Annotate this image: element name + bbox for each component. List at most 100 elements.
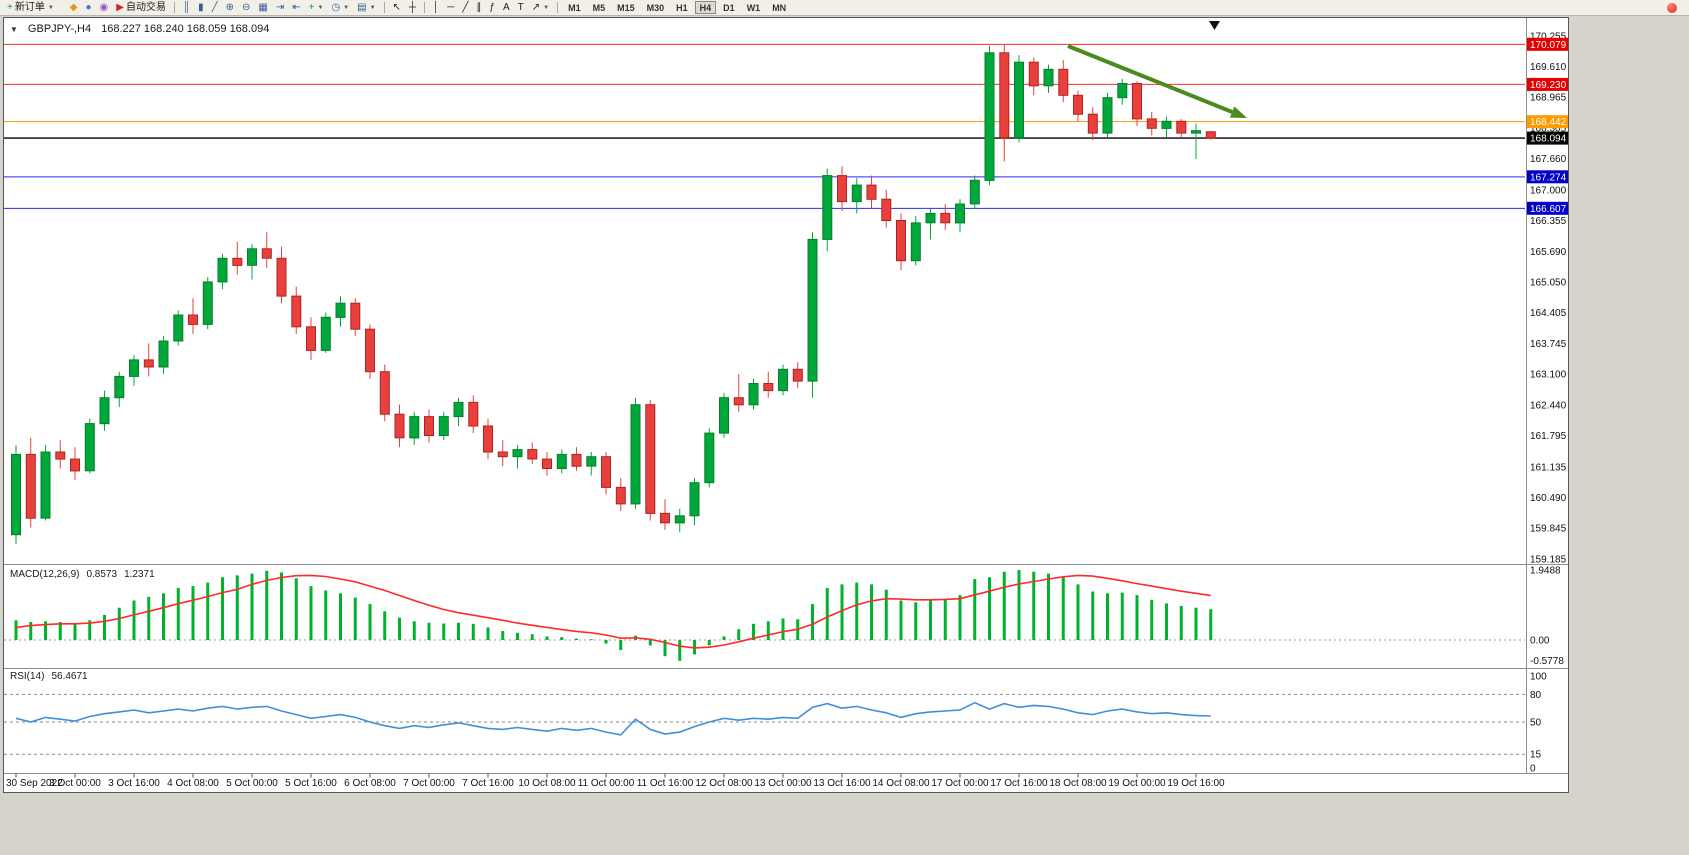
rsi-name: RSI(14) [10, 671, 45, 682]
alert-icon[interactable] [1667, 3, 1677, 13]
price-badge-label: 168.442 [1530, 117, 1567, 128]
signals-icon[interactable]: ◉ [96, 1, 113, 15]
chart-collapse-icon[interactable]: ▼ [10, 24, 18, 34]
arrows-tool-button[interactable]: ↗ ▼ [528, 1, 553, 15]
price-axis-label: 167.000 [1530, 185, 1567, 196]
zoom-out-icon[interactable]: ⊖ [238, 1, 254, 15]
new-order-button-label: 新订单 [14, 1, 45, 13]
timeframe-m15-button[interactable]: M15 [617, 3, 635, 13]
label-tool-icon-glyph: T [517, 1, 524, 13]
crosshair-tool-icon[interactable]: ┼ [405, 1, 420, 15]
chart-canvas[interactable]: 170.255 169.610 168.965 168.305 167.660 167.0… [4, 18, 1568, 792]
periods-button[interactable]: ◷ ▼ [327, 1, 353, 15]
price-axis-label: 170.255 [1530, 32, 1567, 43]
arrows-tool-button-glyph: ↗ [531, 1, 541, 13]
price-axis-label: 164.405 [1530, 308, 1567, 319]
candle-body [424, 416, 434, 437]
macd-name: MACD(12,26,9) [10, 569, 80, 580]
macd-axis-label: 1.9488 [1530, 566, 1561, 577]
line-chart-type-icon[interactable]: ╱ [208, 1, 222, 15]
label-tool-icon[interactable]: T [514, 1, 528, 15]
candle-body [365, 328, 375, 373]
candle-body [158, 340, 169, 368]
auto-scroll-icon[interactable]: ⇥ [272, 1, 288, 15]
candle-body [689, 482, 700, 517]
vertical-line-tool-icon[interactable]: │ [429, 1, 443, 15]
fibonacci-tool-icon-glyph: ƒ [489, 1, 495, 13]
candle-body [881, 198, 892, 221]
candle-body [202, 281, 213, 325]
new-order-button[interactable]: + 新订单 ▼ [3, 1, 58, 15]
candle-body [910, 222, 921, 262]
timeframe-w1-button[interactable]: W1 [746, 3, 761, 13]
candle-body [276, 257, 287, 297]
candle-body [1043, 68, 1054, 87]
candles-chart-type-icon[interactable]: ▮ [194, 1, 208, 15]
candle-body [719, 397, 729, 434]
templates-button[interactable]: ▤ ▼ [353, 1, 379, 15]
time-axis-label: 11 Oct 16:00 [637, 778, 694, 789]
signals-icon-glyph: ◉ [99, 1, 109, 13]
indicators-button[interactable]: + ▼ [305, 1, 328, 15]
time-axis-label: 12 Oct 08:00 [695, 778, 753, 789]
candle-body [25, 453, 36, 519]
community-icon[interactable]: ● [82, 1, 96, 15]
timeframe-h1-button[interactable]: H1 [676, 3, 688, 13]
toolbar-separator [424, 2, 426, 13]
trendline-tool-icon[interactable]: ╱ [458, 1, 472, 15]
timeframe-m30-button[interactable]: M30 [646, 3, 665, 13]
horizontal-line-tool-icon[interactable]: ─ [443, 1, 458, 15]
candle-body [866, 184, 877, 200]
mql5-market-icon[interactable]: ◆ [66, 1, 82, 15]
new-order-button-caret-icon: ▼ [47, 4, 54, 11]
trend-arrow-head [1229, 106, 1247, 118]
macd-signal-value: 1.2371 [124, 569, 155, 580]
down-arrow-marker [1209, 21, 1220, 30]
timeframe-mn-button[interactable]: MN [772, 3, 787, 13]
candle-body [660, 512, 670, 524]
time-axis-label: 18 Oct 08:00 [1049, 778, 1107, 789]
time-axis-label: 3 Oct 16:00 [108, 778, 160, 789]
timeframe-m5-button[interactable]: M5 [592, 3, 606, 13]
price-axis-label: 163.745 [1530, 339, 1567, 350]
text-tool-icon[interactable]: A [499, 1, 514, 15]
candle-body [1205, 131, 1216, 139]
templates-button-caret-icon: ▼ [369, 4, 376, 11]
candle-body [1117, 83, 1128, 99]
price-badge-support [1527, 201, 1568, 215]
candle-body [601, 456, 611, 488]
candle-body [394, 413, 405, 439]
rsi-axis-label: 0 [1530, 764, 1536, 775]
time-axis-label: 10 Oct 08:00 [518, 778, 576, 789]
time-axis-label: 4 Oct 08:00 [167, 778, 219, 789]
bars-chart-type-icon[interactable]: ║ [179, 1, 194, 15]
chart-shift-icon[interactable]: ⇤ [288, 1, 304, 15]
candle-body [217, 257, 228, 283]
timeframe-m1-button[interactable]: M1 [568, 3, 581, 13]
timeframe-h4-button[interactable]: H4 [694, 1, 717, 14]
price-badge-label: 168.094 [1530, 134, 1567, 145]
tile-windows-icon[interactable]: ▦ [254, 1, 271, 15]
price-badge-label: 166.607 [1530, 204, 1567, 215]
rsi-value: 56.4671 [51, 671, 88, 682]
symbol-timeframe-label: GBPJPY-,H4 [27, 23, 92, 35]
price-axis-label: 161.795 [1530, 431, 1567, 442]
price-badge-label: 167.274 [1530, 172, 1567, 183]
price-axis-label: 165.690 [1530, 247, 1567, 258]
price-axis-label: 160.490 [1530, 493, 1567, 504]
candle-body [1058, 68, 1069, 96]
channel-tool-icon[interactable]: ∥ [472, 1, 485, 15]
timeframe-d1-button[interactable]: D1 [723, 3, 735, 13]
fibonacci-tool-icon[interactable]: ƒ [485, 1, 499, 15]
autotrading-button[interactable]: ▶ 自动交易 [112, 1, 170, 15]
trend-arrow-line[interactable] [1067, 44, 1233, 114]
cursor-tool-icon[interactable]: ↖ [389, 1, 405, 15]
candle-body [984, 52, 995, 181]
price-badge-resistance [1527, 77, 1568, 91]
periods-button-caret-icon: ▼ [343, 4, 350, 11]
price-axis-label: 169.610 [1530, 62, 1567, 73]
zoom-in-icon[interactable]: ⊕ [222, 1, 238, 15]
macd-axis-label: 0.00 [1530, 636, 1550, 647]
candle-body [143, 359, 154, 368]
